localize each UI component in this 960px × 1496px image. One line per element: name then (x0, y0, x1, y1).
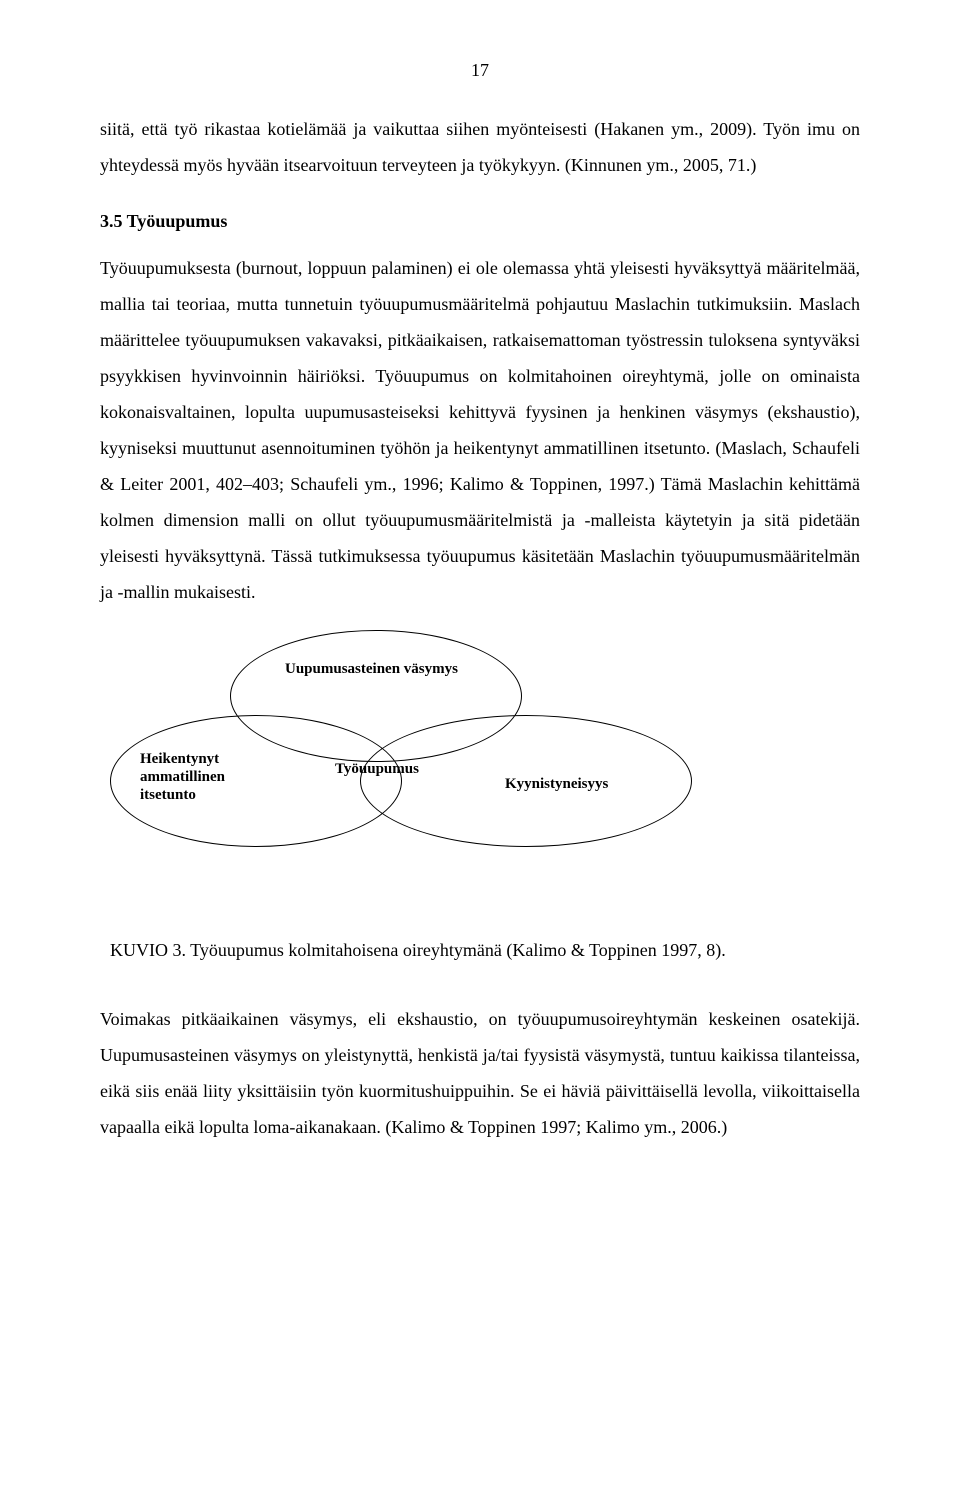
venn-label-left: Heikentynyt ammatillinen itsetunto (140, 750, 225, 804)
page-number: 17 (100, 60, 860, 81)
figure-caption: KUVIO 3. Työuupumus kolmitahoisena oirey… (110, 940, 860, 961)
venn-label-center: Työuupumus (335, 760, 419, 778)
venn-label-left-line1: Heikentynyt (140, 751, 219, 767)
venn-diagram: Uupumusasteinen väsymys Heikentynyt amma… (110, 630, 700, 880)
paragraph-2: Työuupumuksesta (burnout, loppuun palami… (100, 250, 860, 610)
paragraph-3: Voimakas pitkäaikainen väsymys, eli eksh… (100, 1001, 860, 1145)
venn-label-top: Uupumusasteinen väsymys (285, 660, 458, 678)
paragraph-1: siitä, että työ rikastaa kotielämää ja v… (100, 111, 860, 183)
venn-label-left-line2: ammatillinen (140, 769, 225, 785)
section-heading: 3.5 Työuupumus (100, 211, 860, 232)
venn-label-left-line3: itsetunto (140, 787, 196, 803)
venn-label-right: Kyynistyneisyys (505, 775, 608, 793)
